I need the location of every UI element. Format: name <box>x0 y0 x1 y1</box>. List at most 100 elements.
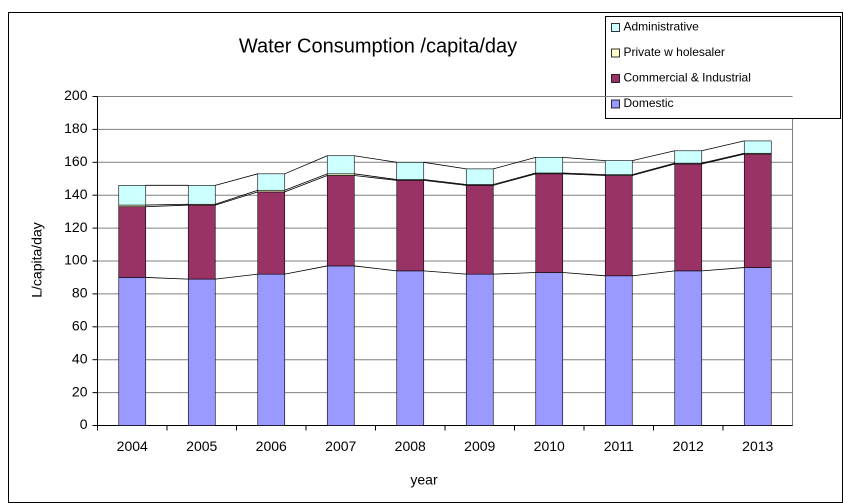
series-connector <box>632 162 675 176</box>
legend-box <box>605 16 841 119</box>
bar-segment <box>118 206 147 278</box>
bar-segment <box>326 175 355 267</box>
series-connector <box>284 155 328 175</box>
bar-segment <box>257 273 286 426</box>
bar-segment <box>674 270 703 426</box>
series-connector <box>423 270 467 275</box>
series-connector <box>215 273 258 280</box>
bar-segment <box>326 265 355 426</box>
x-tick-label: 2007 <box>325 438 356 454</box>
bar-segment <box>465 168 494 185</box>
series-connector <box>354 173 397 180</box>
bar-segment <box>674 150 703 164</box>
legend-swatch <box>611 23 620 32</box>
series-connector <box>145 204 189 208</box>
bar-segment <box>604 175 633 277</box>
series-connector <box>423 161 467 170</box>
bar-segment <box>257 173 286 191</box>
x-tick-label: 2012 <box>673 438 704 454</box>
x-tick-label: 2006 <box>256 438 287 454</box>
bar-segment <box>396 180 425 272</box>
series-connector <box>701 267 745 272</box>
legend-swatch <box>611 74 620 83</box>
series-connector <box>701 153 745 165</box>
y-tick-label: 20 <box>72 383 88 399</box>
series-connector <box>701 152 745 164</box>
legend-label: Private w holesaler <box>624 45 725 59</box>
y-axis-label: L/capita/day <box>29 222 45 298</box>
bar-segment <box>396 162 425 180</box>
bar-segment <box>674 163 703 272</box>
x-tick-label: 2011 <box>604 438 634 454</box>
x-tick-label: 2004 <box>117 438 148 454</box>
bar-segment <box>535 173 564 273</box>
series-connector <box>215 173 258 186</box>
x-tick-label: 2013 <box>742 438 773 454</box>
bar-segment <box>604 160 633 175</box>
series-connector <box>493 172 536 185</box>
series-connector <box>562 172 606 176</box>
series-connector <box>632 163 675 176</box>
y-tick-label: 80 <box>72 285 88 301</box>
legend-label: Administrative <box>624 20 700 34</box>
bar-segment <box>743 140 772 154</box>
y-tick-label: 160 <box>64 153 88 169</box>
y-tick-label: 0 <box>80 416 88 432</box>
series-connector <box>284 173 328 191</box>
series-connector <box>284 175 328 193</box>
bar-segment <box>465 273 494 426</box>
bar-segment <box>535 272 564 426</box>
x-axis-label: year <box>410 472 438 488</box>
y-tick-label: 180 <box>64 120 88 136</box>
series-connector <box>354 265 397 272</box>
chart-title: Water Consumption /capita/day <box>239 35 517 57</box>
series-connector <box>562 272 606 277</box>
bar-segment <box>187 204 216 280</box>
bar-segment <box>257 191 286 275</box>
series-connector <box>284 265 328 275</box>
series-connector <box>562 156 606 162</box>
bar-segment <box>118 185 147 206</box>
x-tick-label: 2005 <box>186 438 217 454</box>
series-connector <box>632 270 675 277</box>
series-connector <box>493 156 536 170</box>
series-connector <box>145 203 189 206</box>
bar-segment <box>118 277 147 426</box>
series-connector <box>215 189 258 205</box>
bar-segment <box>326 155 355 175</box>
series-connector <box>145 277 189 280</box>
bar-segment <box>743 153 772 268</box>
legend-label: Commercial & Industrial <box>624 71 751 85</box>
bar-segment <box>535 157 564 174</box>
bar-segment <box>604 275 633 426</box>
y-tick-label: 140 <box>64 186 88 202</box>
bar-segment <box>187 278 216 426</box>
legend-label: Domestic <box>624 96 674 110</box>
bar-segment <box>465 185 494 275</box>
series-connector <box>562 173 606 176</box>
y-tick-label: 120 <box>64 219 88 235</box>
series-connector <box>493 272 536 275</box>
y-tick-label: 60 <box>72 318 88 334</box>
series-connector <box>632 150 675 162</box>
bar-segment <box>396 270 425 426</box>
series-connector <box>423 179 467 186</box>
x-tick-label: 2010 <box>534 438 565 454</box>
series-connector <box>354 155 397 163</box>
legend-swatch <box>611 99 620 109</box>
series-connector <box>423 179 467 185</box>
y-tick-label: 200 <box>64 87 88 103</box>
y-tick-label: 40 <box>72 350 88 366</box>
series-connector <box>701 140 745 152</box>
legend-swatch <box>611 48 620 58</box>
bar-segment <box>187 185 216 205</box>
x-tick-label: 2008 <box>395 438 426 454</box>
series-connector <box>493 173 536 186</box>
series-connector <box>354 175 397 181</box>
y-tick-label: 100 <box>64 252 88 268</box>
series-connector <box>215 191 258 206</box>
bar-segment <box>743 267 772 426</box>
legend: Administrative Private w holesaler Commerc… <box>605 16 841 119</box>
x-tick-label: 2009 <box>464 438 495 454</box>
